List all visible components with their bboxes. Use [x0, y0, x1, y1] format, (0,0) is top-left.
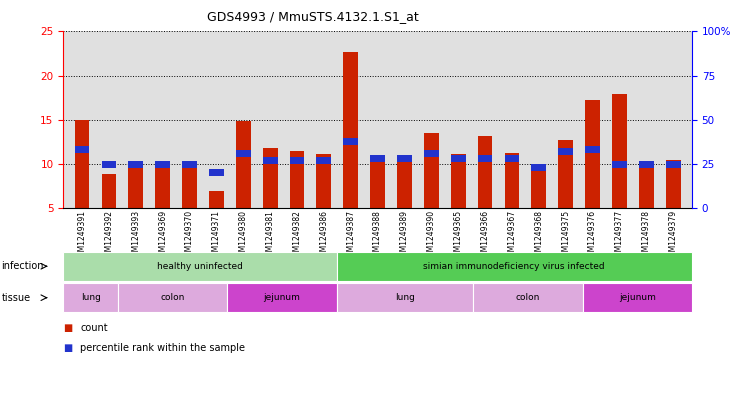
Bar: [558, 148, 573, 155]
Bar: [531, 164, 546, 171]
Text: colon: colon: [516, 293, 540, 302]
Bar: [316, 157, 331, 164]
Text: colon: colon: [161, 293, 185, 302]
Bar: [424, 150, 439, 157]
Bar: [504, 154, 519, 208]
Text: healthy uninfected: healthy uninfected: [157, 262, 243, 271]
Bar: [397, 157, 412, 208]
Bar: [74, 120, 89, 208]
Bar: [666, 160, 681, 208]
Bar: [371, 155, 385, 162]
Bar: [343, 138, 358, 145]
Bar: [236, 150, 251, 157]
Text: simian immunodeficiency virus infected: simian immunodeficiency virus infected: [423, 262, 605, 271]
Text: lung: lung: [395, 293, 415, 302]
Text: tissue: tissue: [1, 293, 31, 303]
Bar: [289, 151, 304, 208]
Bar: [209, 169, 224, 176]
Bar: [316, 154, 331, 208]
Text: jejunum: jejunum: [263, 293, 301, 302]
Bar: [263, 157, 278, 164]
Bar: [236, 121, 251, 208]
Bar: [101, 174, 116, 208]
Bar: [585, 146, 600, 154]
Bar: [263, 148, 278, 208]
Bar: [478, 136, 493, 208]
Bar: [666, 160, 681, 167]
Bar: [182, 167, 197, 208]
Text: jejunum: jejunum: [619, 293, 655, 302]
Text: GDS4993 / MmuSTS.4132.1.S1_at: GDS4993 / MmuSTS.4132.1.S1_at: [207, 10, 418, 23]
Bar: [101, 160, 116, 167]
Bar: [397, 155, 412, 162]
Bar: [424, 133, 439, 208]
Bar: [182, 160, 197, 167]
Bar: [209, 191, 224, 208]
Bar: [371, 155, 385, 208]
Bar: [451, 154, 466, 208]
Text: count: count: [80, 323, 108, 333]
Bar: [639, 166, 654, 208]
Bar: [289, 157, 304, 164]
Bar: [639, 160, 654, 167]
Text: ■: ■: [63, 323, 72, 333]
Bar: [612, 160, 626, 167]
Bar: [343, 52, 358, 208]
Bar: [585, 99, 600, 208]
Text: percentile rank within the sample: percentile rank within the sample: [80, 343, 246, 353]
Text: lung: lung: [80, 293, 100, 302]
Text: ■: ■: [63, 343, 72, 353]
Bar: [504, 155, 519, 162]
Bar: [612, 94, 626, 208]
Bar: [531, 171, 546, 208]
Bar: [478, 155, 493, 162]
Text: infection: infection: [1, 261, 44, 271]
Bar: [558, 140, 573, 208]
Bar: [155, 160, 170, 167]
Bar: [74, 146, 89, 154]
Bar: [129, 160, 143, 167]
Bar: [155, 166, 170, 208]
Bar: [451, 155, 466, 162]
Bar: [129, 169, 143, 208]
